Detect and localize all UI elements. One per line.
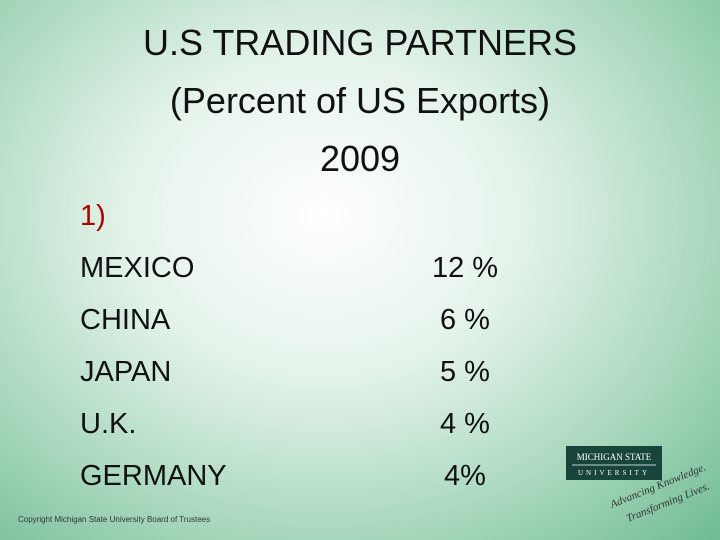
title-line: U.S TRADING PARTNERS <box>142 22 578 63</box>
percent: 4 % <box>440 408 490 440</box>
country: JAPAN <box>80 356 172 388</box>
logo-box <box>566 446 662 480</box>
country: MEXICO <box>80 252 195 284</box>
logo-sub: UNIVERSITY <box>578 469 650 477</box>
percent: 12 % <box>431 252 499 284</box>
percent: 6 % <box>440 304 490 336</box>
logo-name: MICHIGAN STATE <box>577 452 652 462</box>
copyright: Copyright Michigan State University Boar… <box>18 515 210 524</box>
country: GERMANY <box>80 460 227 492</box>
title-line: (Percent of US Exports) <box>169 80 551 121</box>
country: CHINA <box>80 304 171 336</box>
percent: 4% <box>444 460 486 492</box>
percent: 5 % <box>440 356 490 388</box>
title-line: 2009 <box>319 138 401 179</box>
list-marker: 1) <box>80 200 106 232</box>
country: U.K. <box>80 408 137 440</box>
